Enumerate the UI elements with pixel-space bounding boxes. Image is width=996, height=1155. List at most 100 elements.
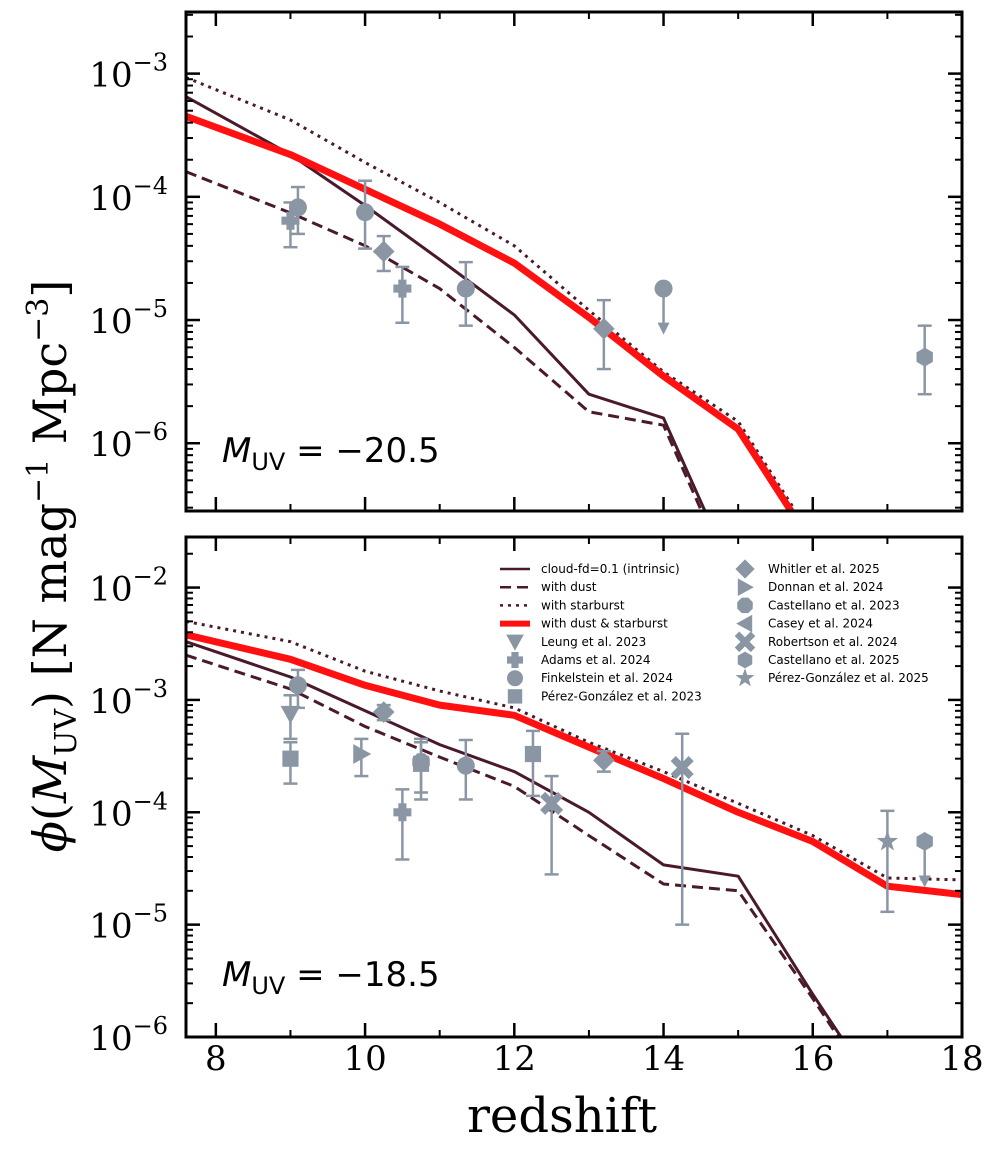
y-label-close: ) <box>23 691 77 709</box>
y-tick-label: 10−6 <box>89 1012 168 1059</box>
x-tick-label: 10 <box>343 1039 386 1079</box>
legend-label: with starburst <box>541 598 625 612</box>
marker-x-icon <box>670 756 694 780</box>
series-line-thick <box>186 631 962 899</box>
y-tick-base: 10 <box>89 302 132 342</box>
legend-item: Castellano et al. 2025 <box>737 651 900 669</box>
legend-item: Whitler et al. 2025 <box>735 559 880 579</box>
panel-muv-20-5: 10−310−410−510−6 MUV = −20.5 <box>89 10 964 513</box>
legend-item: Castellano et al. 2023 <box>737 597 900 614</box>
legend-item: with dust & starburst <box>500 617 668 631</box>
marker-square-icon <box>282 750 299 767</box>
panel-muv-18-5: 10−210−310−410−510−6 MUV = −18.5 cloud-f… <box>89 535 964 1059</box>
marker-octagon-icon <box>412 753 430 771</box>
marker-hexagon-icon <box>916 347 933 367</box>
legend: cloud-fd=0.1 (intrinsic) with dust with st… <box>500 559 929 704</box>
y-label-m: M <box>23 754 77 804</box>
legend-label: Whitler et al. 2025 <box>768 562 880 576</box>
series-group <box>186 76 798 511</box>
annotation-muv: MUV = −18.5 <box>222 955 440 1000</box>
marker-diamond-icon <box>372 701 395 723</box>
observations-group <box>280 668 933 926</box>
data-point-circle <box>654 279 673 335</box>
x-tick-label: 14 <box>642 1039 685 1079</box>
legend-label: Castellano et al. 2025 <box>768 653 900 667</box>
y-tick-label: 10−4 <box>89 787 168 834</box>
y-tick-label: 10−2 <box>89 563 168 610</box>
legend-label: Castellano et al. 2023 <box>768 598 900 612</box>
data-point-square <box>282 741 299 785</box>
data-point-circle <box>288 668 307 710</box>
legend-item: Finkelstein et al. 2024 <box>507 670 673 687</box>
y-label-exp1: −1 <box>21 459 56 503</box>
y-tick-base: 10 <box>89 682 132 722</box>
panel-frame <box>184 535 964 1039</box>
marker-circle-icon <box>456 756 475 775</box>
legend-triangle-left-icon <box>736 614 753 633</box>
y-label-exp3: −3 <box>21 298 56 342</box>
annotation-sub: UV <box>251 972 286 1000</box>
marker-diamond-icon <box>593 317 615 340</box>
series-line-solid <box>186 640 843 1037</box>
y-tick-label: 10−3 <box>89 49 168 96</box>
legend-triangle-right-icon <box>737 578 754 596</box>
annotation-m: M <box>222 431 251 471</box>
upper-limit-arrow <box>918 875 931 888</box>
legend-item: cloud-fd=0.1 (intrinsic) <box>500 562 680 576</box>
annotation-muv: MUV = −20.5 <box>222 431 440 476</box>
legend-label: Adams et al. 2024 <box>541 653 650 667</box>
ticks-group: 10−310−410−510−6 <box>89 12 964 511</box>
marker-circle-icon <box>288 198 307 217</box>
data-point-hexagon <box>916 832 933 888</box>
legend-octagon-icon <box>737 597 753 614</box>
marker-diamond-icon <box>372 240 395 263</box>
legend-label: with dust <box>541 580 597 594</box>
legend-plus-icon <box>507 652 523 668</box>
legend-item: with dust <box>500 580 597 594</box>
x-tick-labels: 8 10 12 14 16 18 <box>205 1039 984 1079</box>
data-point-triangle-right <box>353 737 372 778</box>
data-point-square <box>524 729 542 798</box>
marker-circle-icon <box>356 203 375 222</box>
series-line-dashed <box>186 170 704 511</box>
y-tick-base: 10 <box>89 56 132 96</box>
y-label-phi: ϕ <box>23 821 77 852</box>
marker-circle-icon <box>654 279 673 298</box>
x-tick-label: 12 <box>493 1039 536 1079</box>
marker-square-icon <box>524 745 542 763</box>
legend-hexagon-icon <box>737 651 753 669</box>
annotation-value: = −20.5 <box>285 431 439 471</box>
y-tick-exp: −3 <box>133 49 168 77</box>
upper-limit-arrow <box>657 322 670 335</box>
legend-label: Robertson et al. 2024 <box>768 635 898 649</box>
annotation-sub: UV <box>251 448 286 476</box>
y-tick-exp: −4 <box>133 787 168 815</box>
legend-item: Donnan et al. 2024 <box>737 578 883 596</box>
y-tick-exp: −5 <box>133 295 168 323</box>
y-label-units-open: [N mag <box>23 503 77 691</box>
series-line-dotted <box>186 76 798 511</box>
legend-diamond-icon <box>735 559 755 579</box>
panel-frame <box>184 10 964 513</box>
y-tick-label: 10−5 <box>89 900 168 947</box>
marker-circle-icon <box>288 676 307 695</box>
annotation-m: M <box>222 955 251 995</box>
marker-triangle-right-icon <box>353 744 372 764</box>
y-tick-exp: −6 <box>133 1012 168 1040</box>
x-axis-label: redshift <box>467 1088 657 1144</box>
marker-diamond-icon <box>593 749 615 772</box>
y-label-units-close: ] <box>23 280 77 298</box>
data-point-triangle-down <box>280 694 301 741</box>
y-tick-label: 10−3 <box>89 675 168 722</box>
y-tick-exp: −2 <box>133 563 168 591</box>
y-tick-label: 10−5 <box>89 295 168 342</box>
y-tick-label: 10−4 <box>89 172 168 219</box>
x-tick-label: 16 <box>791 1039 834 1079</box>
data-point-hexagon <box>916 324 933 396</box>
data-point-x <box>540 774 564 876</box>
marker-circle-icon <box>456 279 475 298</box>
y-axis-label: ϕ(MUV) [N mag−1 Mpc−3] <box>21 280 84 853</box>
legend-item: Robertson et al. 2024 <box>734 631 898 653</box>
marker-x-icon <box>540 791 564 815</box>
x-tick-label: 8 <box>205 1039 227 1079</box>
